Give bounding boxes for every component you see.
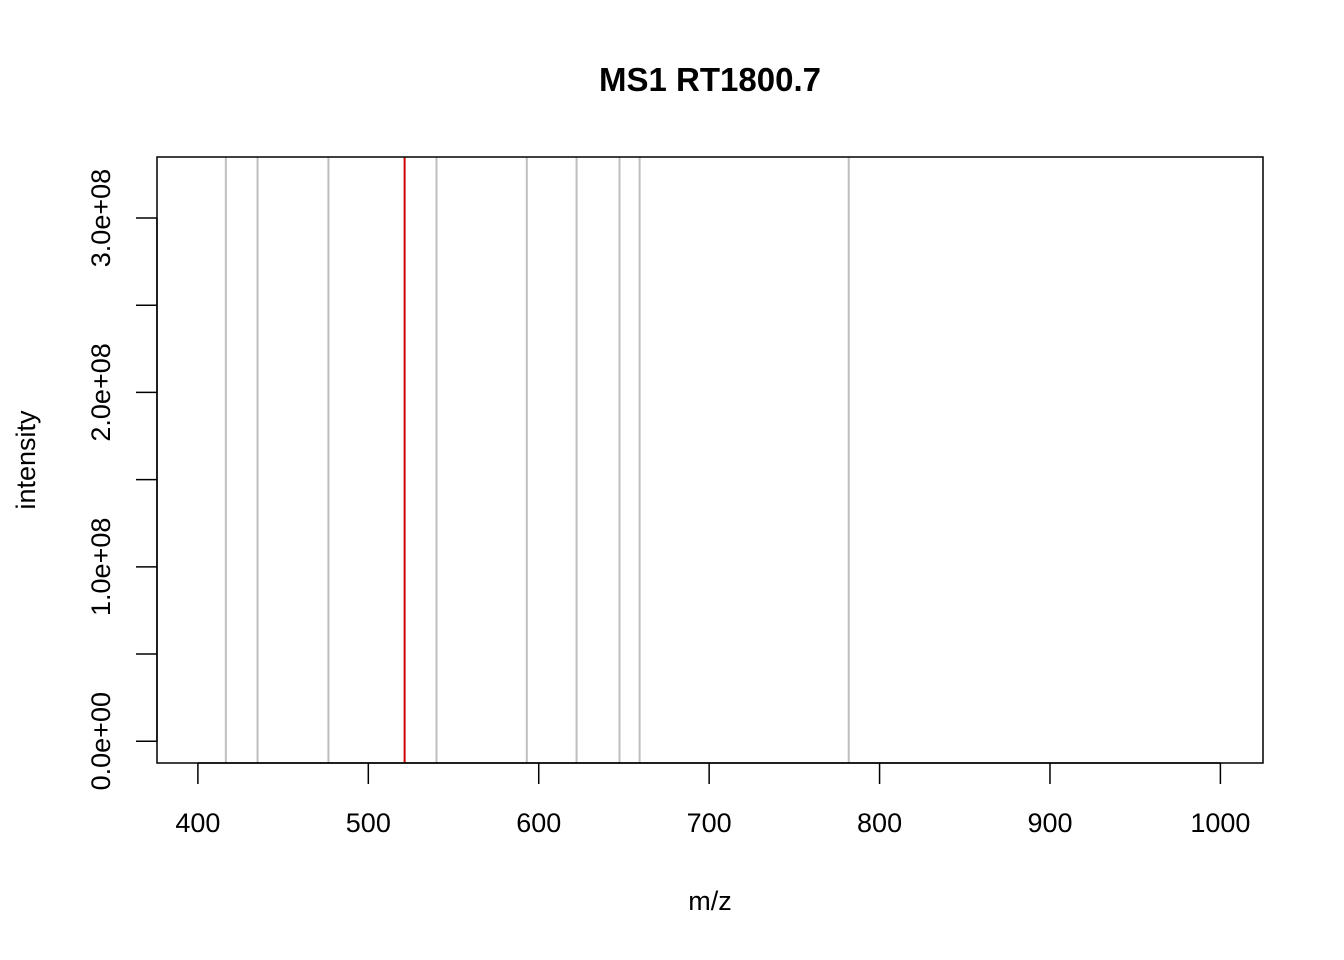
plot-frame bbox=[156, 156, 1264, 764]
y-tick-label-2: 1.0e+08 bbox=[86, 518, 116, 616]
y-axis: 0.0e+00 1.0e+08 2.0e+08 3.0e+08 bbox=[86, 169, 158, 790]
x-axis: 400 500 600 700 800 900 1000 bbox=[175, 762, 1250, 838]
x-tick-label-5: 900 bbox=[1027, 808, 1072, 838]
y-tick-label-4: 2.0e+08 bbox=[86, 343, 116, 441]
y-axis-label: intensity bbox=[11, 410, 41, 510]
peak-lines bbox=[224, 157, 850, 763]
y-tick-label-0: 0.0e+00 bbox=[86, 692, 116, 790]
x-tick-label-4: 800 bbox=[857, 808, 902, 838]
x-tick-label-6: 1000 bbox=[1190, 808, 1250, 838]
x-axis-label: m/z bbox=[688, 886, 732, 916]
y-tick-label-6: 3.0e+08 bbox=[86, 169, 116, 267]
x-tick-label-0: 400 bbox=[175, 808, 220, 838]
x-tick-label-2: 600 bbox=[516, 808, 561, 838]
chart-title: MS1 RT1800.7 bbox=[599, 61, 821, 98]
x-tick-label-1: 500 bbox=[346, 808, 391, 838]
x-tick-label-3: 700 bbox=[687, 808, 732, 838]
